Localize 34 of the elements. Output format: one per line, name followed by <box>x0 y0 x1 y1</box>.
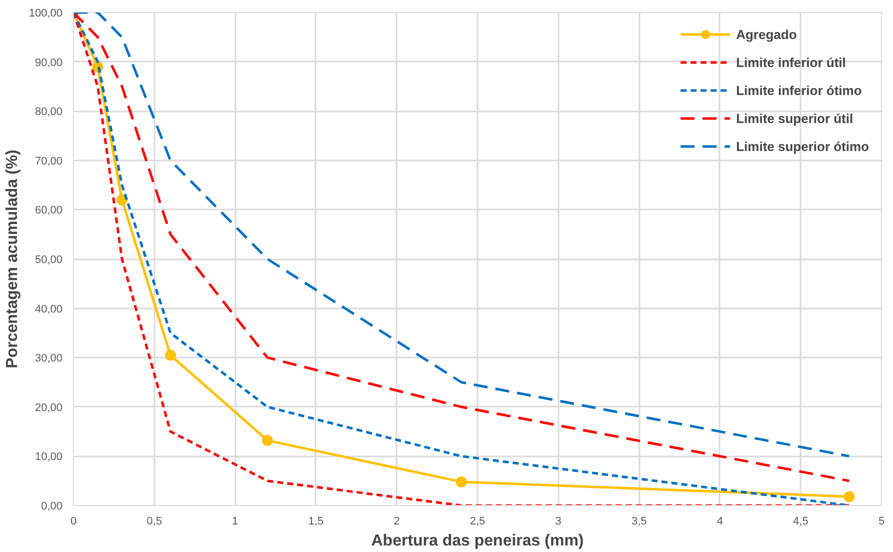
x-tick-label: 2 <box>394 516 400 528</box>
point <box>116 194 128 206</box>
x-tick-label: 0,5 <box>146 516 162 528</box>
legend-label: Limite superior ótimo <box>736 138 869 154</box>
y-tick-label: 30,00 <box>34 352 63 365</box>
legend-label: Limite inferior ótimo <box>736 82 862 98</box>
x-tick-label: 4,5 <box>793 516 808 528</box>
y-tick-label: 60,00 <box>34 204 63 217</box>
x-axis-title: Abertura das peneiras (mm) <box>371 532 584 550</box>
point <box>164 350 176 361</box>
x-tick-label: 5 <box>878 516 885 528</box>
point <box>844 491 855 502</box>
legend-label: Limite inferior útil <box>736 54 846 70</box>
y-tick-label: 90,00 <box>34 56 63 69</box>
y-tick-label: 50,00 <box>34 254 63 266</box>
x-tick-label: 0 <box>70 516 77 528</box>
y-tick-label: 70,00 <box>34 155 63 168</box>
legend-label: Agregado <box>736 26 797 42</box>
y-axis-title: Porcentagem acumulada (%) <box>4 150 21 368</box>
y-tick-label: 40,00 <box>34 303 63 316</box>
y-tick-label: 20,00 <box>34 402 63 414</box>
point <box>262 434 273 446</box>
x-tick-label: 4 <box>716 516 723 528</box>
y-tick-label: 0,00 <box>41 500 63 512</box>
legend-label: Limite superior útil <box>736 110 854 126</box>
point <box>456 476 467 488</box>
y-tick-label: 10,00 <box>34 451 63 464</box>
x-tick-label: 2,5 <box>470 516 486 528</box>
y-tick-label: 100,00 <box>28 8 63 20</box>
x-tick-label: 1 <box>232 516 238 528</box>
x-tick-label: 3 <box>555 516 562 528</box>
x-tick-label: 1,5 <box>308 516 324 528</box>
y-tick-label: 80,00 <box>34 106 63 118</box>
x-tick-label: 3,5 <box>631 516 647 528</box>
